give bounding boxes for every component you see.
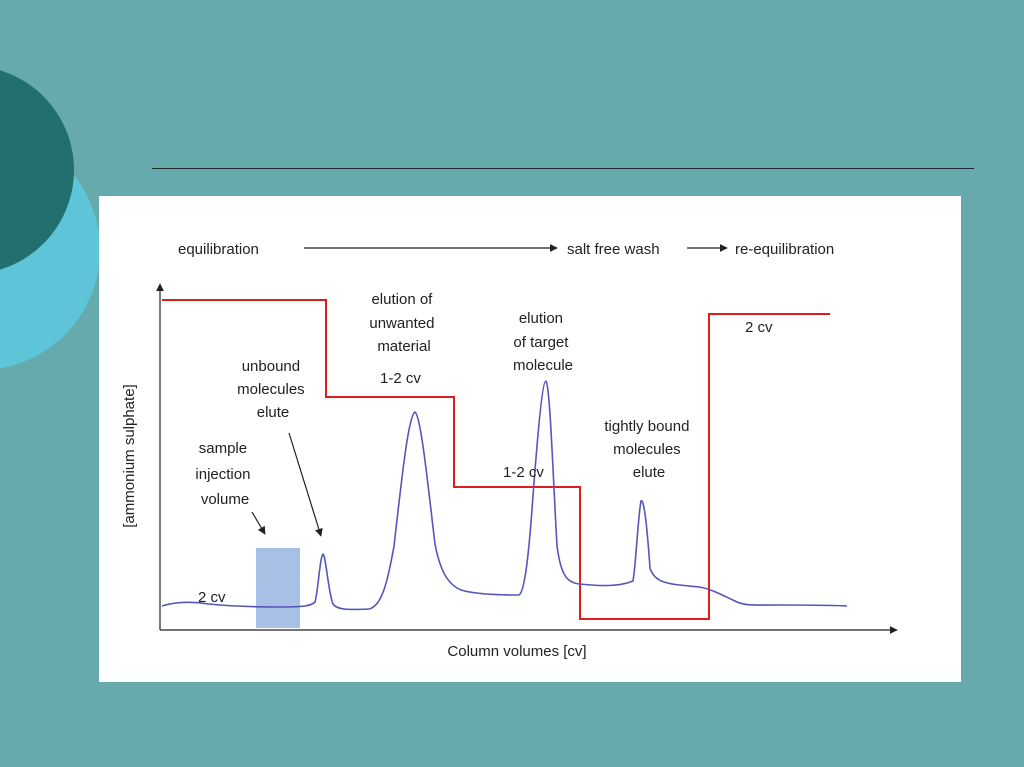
annotation-sample-injection: sample injection volume [195, 440, 254, 508]
title-divider-line [152, 168, 974, 169]
sample-injection-box [256, 548, 300, 628]
y-axis-label: [ammonium sulphate] [121, 384, 138, 527]
pointer-arrow-icon [251, 511, 266, 535]
cv-label-end: 2 cv [745, 319, 773, 336]
phase-re-equilibration: re-equilibration [735, 241, 834, 258]
cv-label-target: 1-2 cv [503, 464, 544, 481]
annotation-unwanted: elution of unwanted material [369, 291, 438, 355]
chromatogram-trace [161, 380, 848, 611]
phase-salt-free-wash: salt free wash [567, 241, 660, 258]
decor-circle-dark [0, 70, 74, 270]
phase-equilibration: equilibration [178, 241, 259, 258]
annotation-unbound: unbound molecules elute [237, 358, 309, 421]
chromatography-figure: equilibration salt free wash re-equilibr… [99, 196, 961, 682]
cv-label-start: 2 cv [198, 589, 226, 606]
annotation-tightly-bound: tightly bound molecules elute [604, 418, 693, 481]
x-axis-label: Column volumes [cv] [447, 643, 586, 660]
annotation-target: elution of target molecule [513, 310, 573, 374]
salt-concentration-line [162, 299, 830, 620]
cv-label-unwanted: 1-2 cv [380, 370, 421, 387]
pointer-arrow-icon [288, 432, 323, 537]
